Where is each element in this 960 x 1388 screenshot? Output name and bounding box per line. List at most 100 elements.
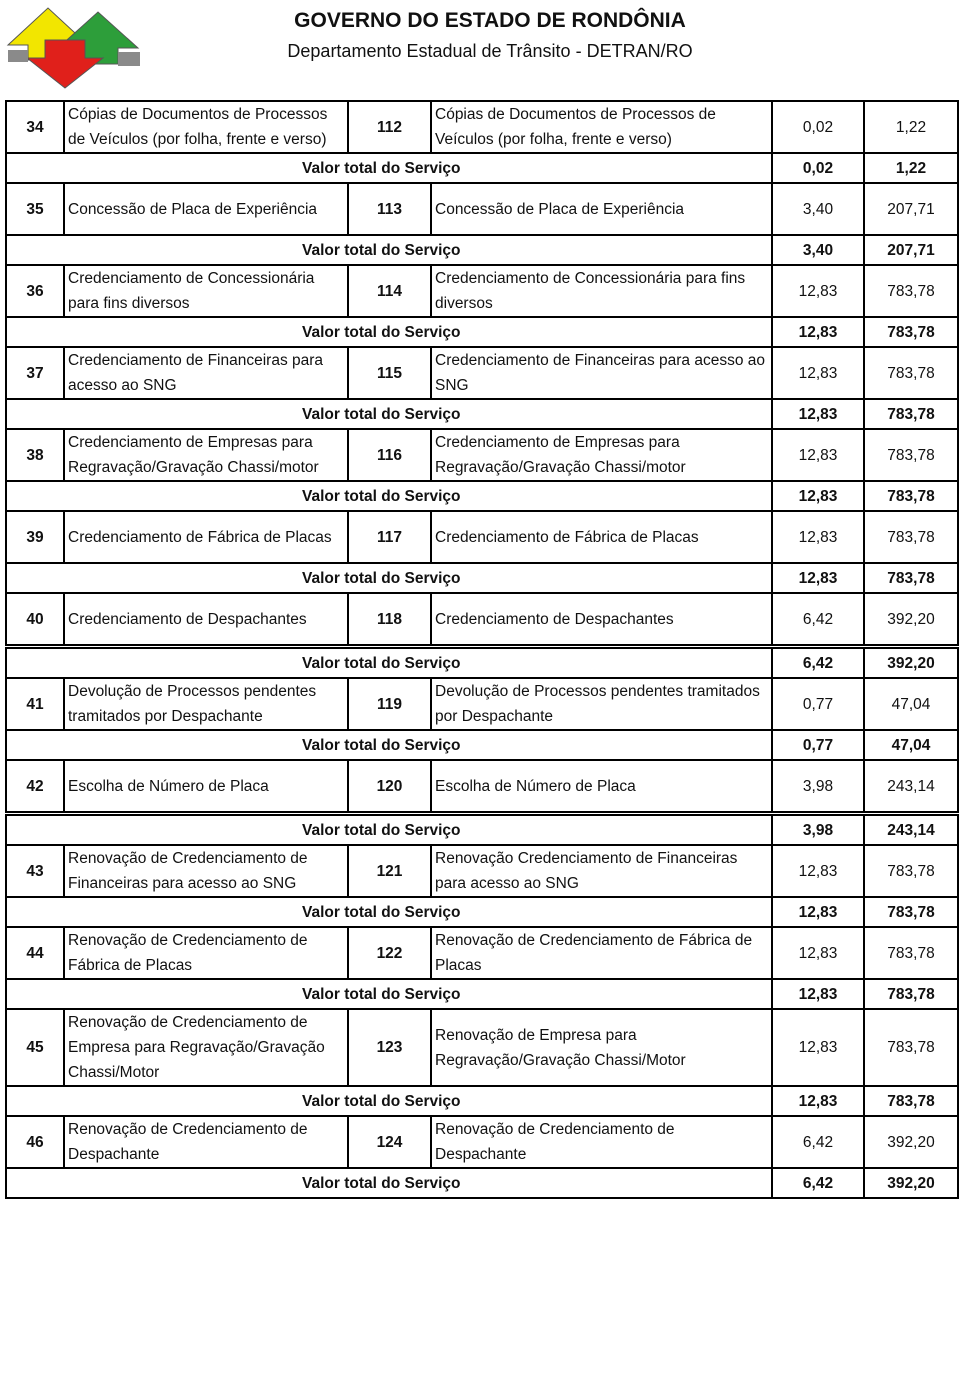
title: GOVERNO DO ESTADO DE RONDÔNIA bbox=[294, 9, 686, 32]
row-number: 34 bbox=[5, 100, 65, 154]
ufp-value: 0,02 bbox=[771, 100, 865, 154]
service-description: Renovação de Credenciamento de Fábrica d… bbox=[430, 926, 773, 980]
service-code: 112 bbox=[347, 100, 432, 154]
price-value: 207,71 bbox=[863, 182, 959, 236]
total-row: Valor total do Serviço 12,83 783,78 bbox=[5, 562, 959, 594]
total-value: 47,04 bbox=[863, 729, 959, 761]
total-ufp: 12,83 bbox=[771, 896, 865, 928]
service-name: Credenciamento de Financeiras para acess… bbox=[63, 346, 349, 400]
service-name: Escolha de Número de Placa bbox=[63, 759, 349, 815]
service-row: 40 Credenciamento de Despachantes 118 Crede… bbox=[5, 592, 959, 648]
service-code: 117 bbox=[347, 510, 432, 564]
service-description: Credenciamento de Despachantes bbox=[430, 592, 773, 648]
price-value: 783,78 bbox=[863, 346, 959, 400]
service-code: 113 bbox=[347, 182, 432, 236]
total-label: Valor total do Serviço bbox=[5, 234, 773, 266]
total-label: Valor total do Serviço bbox=[5, 811, 773, 846]
total-ufp: 12,83 bbox=[771, 562, 865, 594]
service-description: Devolução de Processos pendentes tramita… bbox=[430, 677, 773, 731]
total-label: Valor total do Serviço bbox=[5, 562, 773, 594]
total-ufp: 12,83 bbox=[771, 978, 865, 1010]
service-row: 44 Renovação de Credenciamento de Fábrica… bbox=[5, 926, 959, 980]
total-row: Valor total do Serviço 12,83 783,78 bbox=[5, 398, 959, 430]
price-value: 1,22 bbox=[863, 100, 959, 154]
total-row: Valor total do Serviço 12,83 783,78 bbox=[5, 480, 959, 512]
row-number: 37 bbox=[5, 346, 65, 400]
row-number: 42 bbox=[5, 759, 65, 815]
row-number: 40 bbox=[5, 592, 65, 648]
price-value: 783,78 bbox=[863, 428, 959, 482]
fee-table: 34 Cópias de Documentos de Processos de V… bbox=[5, 100, 959, 1199]
service-code: 118 bbox=[347, 592, 432, 648]
total-ufp: 3,40 bbox=[771, 234, 865, 266]
service-row: 43 Renovação de Credenciamento de Finance… bbox=[5, 844, 959, 898]
ufp-value: 12,83 bbox=[771, 1008, 865, 1087]
total-value: 783,78 bbox=[863, 480, 959, 512]
total-row: Valor total do Serviço 6,42 392,20 bbox=[5, 644, 959, 679]
total-ufp: 3,98 bbox=[771, 811, 865, 846]
price-value: 783,78 bbox=[863, 510, 959, 564]
total-label: Valor total do Serviço bbox=[5, 896, 773, 928]
price-value: 392,20 bbox=[863, 1115, 959, 1169]
total-label: Valor total do Serviço bbox=[5, 1085, 773, 1117]
service-code: 123 bbox=[347, 1008, 432, 1087]
total-label: Valor total do Serviço bbox=[5, 480, 773, 512]
total-row: Valor total do Serviço 12,83 783,78 bbox=[5, 896, 959, 928]
service-code: 119 bbox=[347, 677, 432, 731]
row-number: 35 bbox=[5, 182, 65, 236]
total-ufp: 6,42 bbox=[771, 1167, 865, 1199]
service-description: Credenciamento de Concessionária para fi… bbox=[430, 264, 773, 318]
service-description: Renovação de Empresa para Regravação/Gra… bbox=[430, 1008, 773, 1087]
service-description: Credenciamento de Financeiras para acess… bbox=[430, 346, 773, 400]
total-row: Valor total do Serviço 12,83 783,78 bbox=[5, 978, 959, 1010]
service-name: Renovação de Credenciamento de Despachan… bbox=[63, 1115, 349, 1169]
service-code: 115 bbox=[347, 346, 432, 400]
total-value: 783,78 bbox=[863, 896, 959, 928]
total-row: Valor total do Serviço 3,40 207,71 bbox=[5, 234, 959, 266]
total-label: Valor total do Serviço bbox=[5, 644, 773, 679]
service-name: Renovação de Credenciamento de Fábrica d… bbox=[63, 926, 349, 980]
service-name: Credenciamento de Fábrica de Placas bbox=[63, 510, 349, 564]
price-value: 783,78 bbox=[863, 1008, 959, 1087]
service-code: 120 bbox=[347, 759, 432, 815]
row-number: 41 bbox=[5, 677, 65, 731]
ufp-value: 12,83 bbox=[771, 510, 865, 564]
total-row: Valor total do Serviço 6,42 392,20 bbox=[5, 1167, 959, 1199]
total-value: 783,78 bbox=[863, 316, 959, 348]
total-value: 783,78 bbox=[863, 398, 959, 430]
service-row: 37 Credenciamento de Financeiras para ace… bbox=[5, 346, 959, 400]
service-description: Concessão de Placa de Experiência bbox=[430, 182, 773, 236]
service-row: 39 Credenciamento de Fábrica de Placas 117… bbox=[5, 510, 959, 564]
row-number: 43 bbox=[5, 844, 65, 898]
header: GOVERNO DO ESTADO DE RONDÔNIA Departamen… bbox=[0, 0, 960, 98]
total-row: Valor total do Serviço 0,02 1,22 bbox=[5, 152, 959, 184]
ufp-value: 12,83 bbox=[771, 926, 865, 980]
service-row: 38 Credenciamento de Empresas para Regrav… bbox=[5, 428, 959, 482]
service-code: 122 bbox=[347, 926, 432, 980]
total-row: Valor total do Serviço 0,77 47,04 bbox=[5, 729, 959, 761]
ufp-value: 12,83 bbox=[771, 264, 865, 318]
price-value: 783,78 bbox=[863, 844, 959, 898]
price-value: 783,78 bbox=[863, 926, 959, 980]
service-description: Cópias de Documentos de Processos de Veí… bbox=[430, 100, 773, 154]
service-name: Credenciamento de Empresas para Regravaç… bbox=[63, 428, 349, 482]
total-ufp: 12,83 bbox=[771, 316, 865, 348]
total-label: Valor total do Serviço bbox=[5, 729, 773, 761]
total-row: Valor total do Serviço 3,98 243,14 bbox=[5, 811, 959, 846]
total-ufp: 12,83 bbox=[771, 398, 865, 430]
service-row: 46 Renovação de Credenciamento de Despach… bbox=[5, 1115, 959, 1169]
service-description: Escolha de Número de Placa bbox=[430, 759, 773, 815]
service-row: 42 Escolha de Número de Placa 120 Escolha d… bbox=[5, 759, 959, 815]
service-description: Credenciamento de Empresas para Regravaç… bbox=[430, 428, 773, 482]
total-ufp: 12,83 bbox=[771, 1085, 865, 1117]
row-number: 38 bbox=[5, 428, 65, 482]
ufp-value: 6,42 bbox=[771, 1115, 865, 1169]
ufp-value: 0,77 bbox=[771, 677, 865, 731]
ufp-value: 6,42 bbox=[771, 592, 865, 648]
row-number: 46 bbox=[5, 1115, 65, 1169]
service-code: 114 bbox=[347, 264, 432, 318]
total-value: 783,78 bbox=[863, 562, 959, 594]
total-ufp: 0,77 bbox=[771, 729, 865, 761]
service-name: Concessão de Placa de Experiência bbox=[63, 182, 349, 236]
